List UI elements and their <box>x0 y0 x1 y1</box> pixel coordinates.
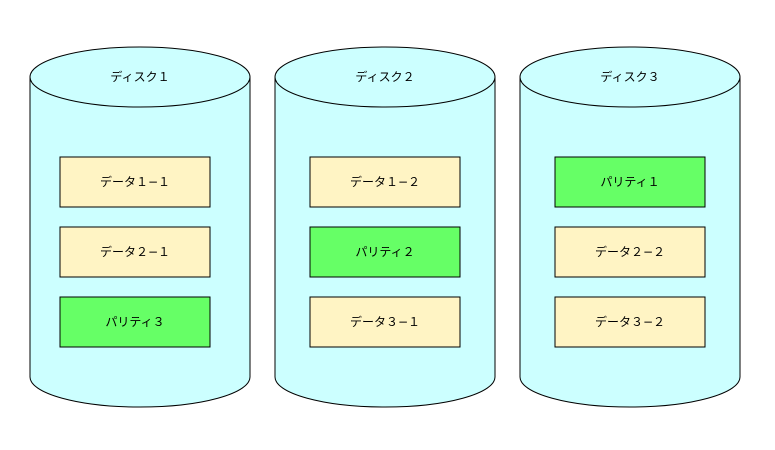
block-rect <box>59 156 211 208</box>
disk-2: ディスク２ データ１−２ パリティ２ データ３−１ <box>274 46 496 408</box>
disk-3-block-2: データ２−２ <box>554 226 706 278</box>
block-rect <box>554 156 706 208</box>
block-label: データ２−２ <box>595 244 665 259</box>
block-label: データ１−１ <box>100 174 170 189</box>
disk-1-block-1: データ１−１ <box>59 156 211 208</box>
disk-2-block-1: データ１−２ <box>309 156 461 208</box>
block-label: データ３−２ <box>595 314 665 329</box>
disk-1-block-2: データ２−１ <box>59 226 211 278</box>
block-rect <box>59 226 211 278</box>
block-label: パリティ３ <box>105 315 164 329</box>
block-label: データ３−１ <box>350 314 420 329</box>
disk-3: ディスク３ パリティ１ データ２−２ データ３−２ <box>519 46 741 408</box>
disk-1-top <box>29 46 251 108</box>
disk-2-label: ディスク２ <box>355 69 414 84</box>
disk-3-block-1: パリティ１ <box>554 156 706 208</box>
block-rect <box>309 226 461 278</box>
block-rect <box>309 296 461 348</box>
disk-3-block-3: データ３−２ <box>554 296 706 348</box>
block-rect <box>554 296 706 348</box>
block-label: データ１−２ <box>350 174 420 189</box>
block-label: パリティ２ <box>355 245 414 259</box>
disk-1-block-3: パリティ３ <box>59 296 211 348</box>
disk-2-block-2: パリティ２ <box>309 226 461 278</box>
disk-3-label: ディスク３ <box>600 69 659 84</box>
block-label: パリティ１ <box>600 175 659 189</box>
disk-1-label: ディスク１ <box>110 69 169 84</box>
disk-2-block-3: データ３−１ <box>309 296 461 348</box>
disk-1: ディスク１ データ１−１ データ２−１ パリティ３ <box>29 46 251 408</box>
block-rect <box>309 156 461 208</box>
block-rect <box>59 296 211 348</box>
block-label: データ２−１ <box>100 244 170 259</box>
disk-2-top <box>274 46 496 108</box>
block-rect <box>554 226 706 278</box>
disk-3-top <box>519 46 741 108</box>
